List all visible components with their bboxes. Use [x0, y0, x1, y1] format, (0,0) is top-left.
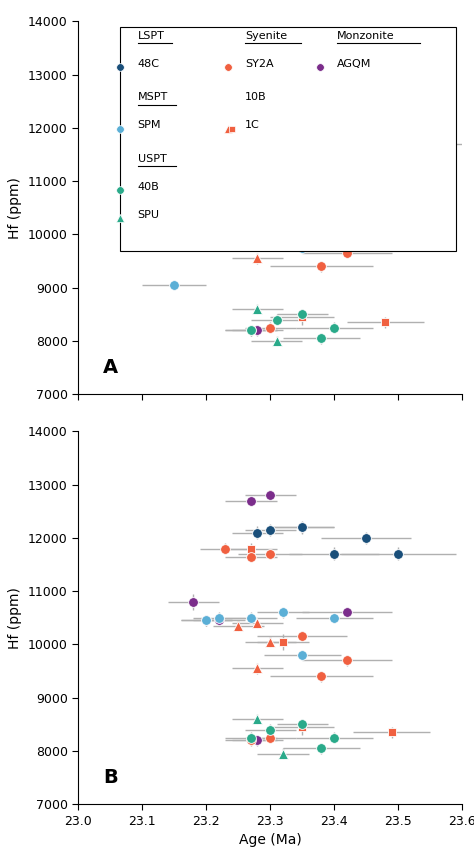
Text: SY2A: SY2A [245, 58, 274, 69]
Text: 40B: 40B [138, 181, 159, 192]
Text: MSPT: MSPT [138, 92, 168, 102]
X-axis label: Age (Ma): Age (Ma) [239, 833, 301, 847]
Text: Syenite: Syenite [245, 31, 287, 40]
Text: SPM: SPM [138, 120, 161, 130]
Text: Monzonite: Monzonite [337, 31, 395, 40]
Text: AGQM: AGQM [337, 58, 372, 69]
Text: B: B [103, 768, 118, 788]
Text: USPT: USPT [138, 154, 166, 163]
Text: 10B: 10B [245, 92, 267, 102]
Text: LSPT: LSPT [138, 31, 164, 40]
FancyBboxPatch shape [120, 28, 456, 251]
Text: 1C: 1C [245, 120, 260, 130]
Text: A: A [103, 359, 118, 378]
Y-axis label: Hf (ppm): Hf (ppm) [9, 177, 22, 239]
Text: 48C: 48C [138, 58, 160, 69]
Text: SPU: SPU [138, 210, 160, 219]
Y-axis label: Hf (ppm): Hf (ppm) [9, 587, 22, 648]
